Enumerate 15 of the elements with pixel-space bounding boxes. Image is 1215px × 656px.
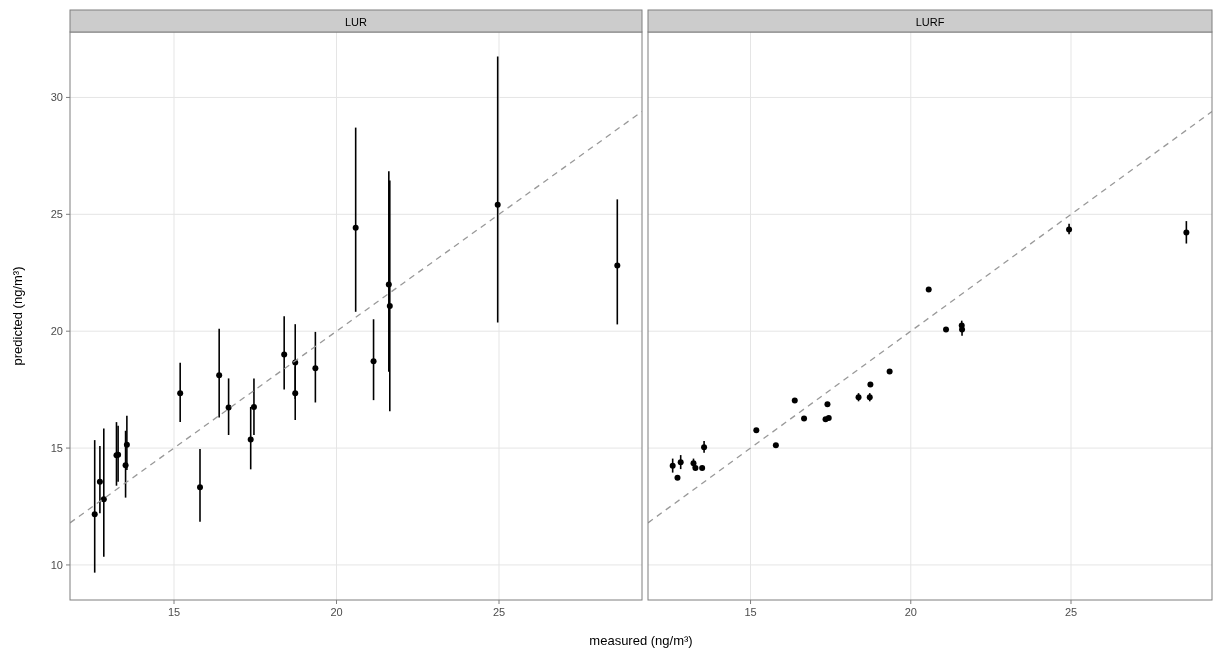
x-tick-label: 15 xyxy=(167,606,181,618)
x-tick-label: 20 xyxy=(904,606,917,618)
x-tick-label: 20 xyxy=(330,606,343,618)
y-tick-label: 15 xyxy=(50,442,63,455)
x-tick-label: 15 xyxy=(744,606,757,618)
chart-title: LUR xyxy=(344,16,368,28)
y-tick-label: 25 xyxy=(50,208,63,221)
x-axis-title: measured (ng/m³) xyxy=(589,633,693,648)
x-tick-label: 25 xyxy=(492,606,506,618)
y-tick-label: 10 xyxy=(50,558,63,571)
y-tick-label: 20 xyxy=(50,325,63,338)
chart-title: LURF xyxy=(915,16,945,28)
y-axis-title: predicted (ng/m³) xyxy=(10,266,25,366)
x-tick-label: 25 xyxy=(1064,606,1078,618)
y-tick-label: 30 xyxy=(50,91,63,104)
